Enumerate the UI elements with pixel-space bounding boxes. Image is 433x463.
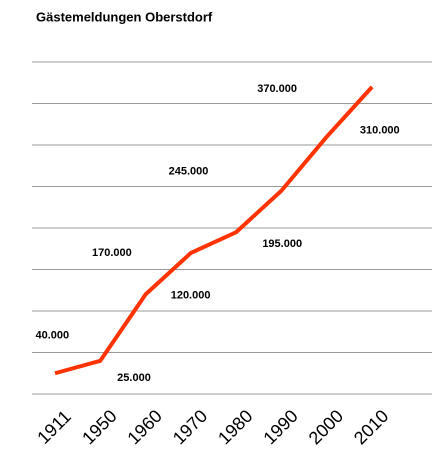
x-tick-label: 1950 bbox=[78, 406, 120, 448]
x-tick-label: 1960 bbox=[123, 406, 165, 448]
data-label: 310.000 bbox=[360, 125, 400, 137]
data-label: 25.000 bbox=[117, 372, 151, 384]
data-label: 245.000 bbox=[169, 166, 209, 178]
x-tick-label: 1970 bbox=[169, 406, 211, 448]
data-label: 170.000 bbox=[92, 247, 132, 259]
data-label: 40.000 bbox=[35, 330, 69, 342]
x-tick-label: 1980 bbox=[214, 406, 256, 448]
data-label: 120.000 bbox=[171, 289, 211, 301]
data-label: 370.000 bbox=[257, 83, 297, 95]
x-tick-label: 1911 bbox=[33, 406, 75, 448]
data-line bbox=[54, 85, 374, 376]
x-tick-label: 1990 bbox=[259, 406, 301, 448]
data-label: 195.000 bbox=[262, 238, 302, 250]
x-tick-label: 2010 bbox=[350, 406, 392, 448]
x-tick-label: 2000 bbox=[305, 406, 347, 448]
chart-title: Gästemeldungen Oberstdorf bbox=[36, 9, 213, 24]
